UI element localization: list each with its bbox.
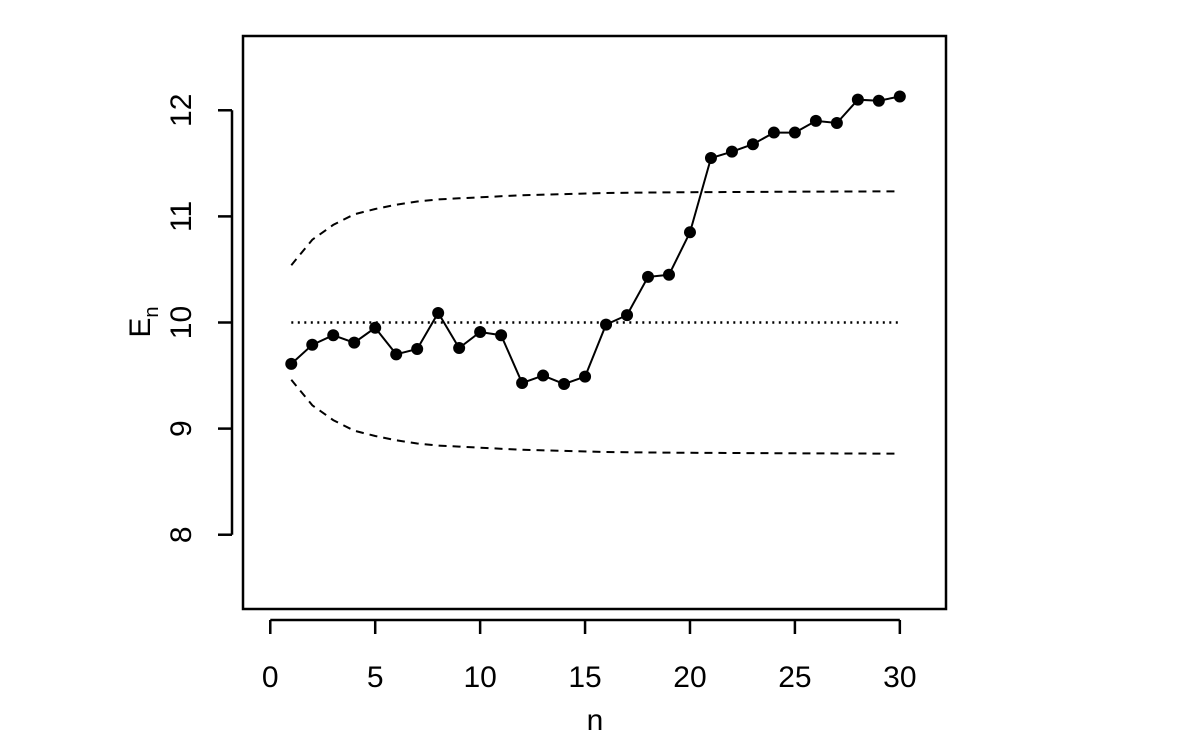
data-point <box>495 329 508 342</box>
series-layer <box>285 90 906 455</box>
data-point <box>704 152 717 165</box>
data-point <box>600 318 613 331</box>
control-limit-dashed <box>290 379 900 455</box>
y-tick-label: 11 <box>165 201 198 232</box>
data-point <box>788 126 801 139</box>
data-point <box>809 114 822 127</box>
data-point <box>474 326 487 339</box>
series-line <box>290 95 900 386</box>
data-point <box>767 126 780 139</box>
y-tick-label: 9 <box>165 420 198 437</box>
data-point <box>327 329 340 342</box>
data-point <box>851 93 864 106</box>
y-tick-label: 8 <box>165 526 198 543</box>
x-tick-label: 10 <box>463 661 496 694</box>
data-point <box>516 376 529 389</box>
y-axis-label-main: E <box>124 318 157 338</box>
data-point <box>369 321 382 334</box>
y-tick-label: 10 <box>165 306 198 339</box>
data-point <box>621 309 634 322</box>
data-point <box>390 348 403 361</box>
data-point <box>306 338 319 351</box>
data-point <box>683 226 696 239</box>
x-axis: 0 5 10 15 20 25 30 <box>262 618 917 694</box>
data-point <box>558 378 571 391</box>
data-point <box>746 138 759 151</box>
x-tick-label: 20 <box>673 661 706 694</box>
x-tick-label: 25 <box>778 661 811 694</box>
data-point <box>453 341 466 354</box>
data-point <box>642 270 655 283</box>
control-limit-dashed <box>290 190 900 266</box>
y-axis-label-subscript: n <box>141 306 163 317</box>
data-point <box>579 370 592 383</box>
plot-frame <box>241 34 948 611</box>
x-tick-label: 15 <box>568 661 601 694</box>
y-tick-label: 12 <box>165 94 198 127</box>
data-point <box>830 117 843 130</box>
y-axis-label: En <box>124 306 163 337</box>
data-point <box>537 369 550 382</box>
data-point <box>432 306 445 319</box>
data-point <box>411 343 424 356</box>
data-point <box>893 90 906 103</box>
y-axis: 8 9 10 11 12 <box>165 94 234 543</box>
x-tick-label: 0 <box>262 661 279 694</box>
x-tick-label: 5 <box>367 661 384 694</box>
data-point <box>872 94 885 107</box>
data-point <box>348 336 361 349</box>
x-axis-label: n <box>587 704 604 737</box>
x-tick-label: 30 <box>883 661 916 694</box>
data-point <box>725 145 738 158</box>
data-point <box>285 357 298 370</box>
data-point <box>662 268 675 281</box>
